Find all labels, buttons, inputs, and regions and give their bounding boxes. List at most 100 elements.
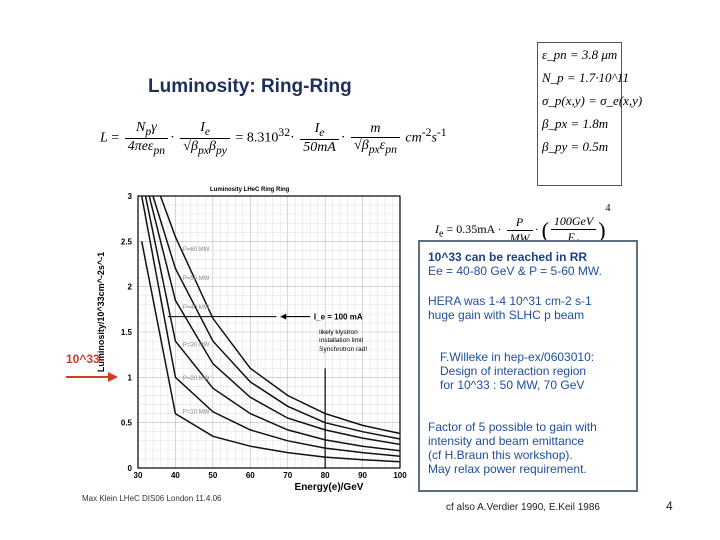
y-tick-label: 0.5 <box>121 419 133 428</box>
f3-num: I <box>314 120 320 136</box>
param-proton-number: N_p = 1.7·10^11 <box>542 70 629 85</box>
y-tick-label: 0 <box>128 464 133 473</box>
formula-units: cm <box>405 130 422 146</box>
formula-frac-1: Npγ 4πeεpn <box>124 120 169 157</box>
info-p2-line-1: HERA was 1-4 10^31 cm-2 s-1 <box>428 294 592 308</box>
f1-num-tail: γ <box>151 120 157 135</box>
luminosity-formula: L = Npγ 4πeεpn · Ie √βpxβpy = 8.31032· I… <box>100 120 447 157</box>
info-p4-line-3: (cf H.Braun this workshop). <box>428 448 573 462</box>
series-label: P=60 MW <box>183 247 210 253</box>
series-line <box>140 241 401 463</box>
series-line <box>148 195 401 446</box>
x-tick-label: 100 <box>393 471 407 480</box>
series-line <box>140 195 401 457</box>
page-number: 4 <box>666 499 673 513</box>
param-beta-px: β_px = 1.8m <box>542 116 609 131</box>
f2-den: √β <box>183 138 198 154</box>
y-tick-label: 1.5 <box>121 328 133 337</box>
reference-marker-arrow <box>66 372 118 382</box>
reference-marker-label: 10^33 <box>66 352 100 366</box>
info-p1-line-1: 10^33 can be reached in RR <box>428 250 588 264</box>
info-p3-line-2: Design of interaction region <box>440 364 587 378</box>
series-line <box>159 195 401 435</box>
x-tick-label: 70 <box>283 471 292 480</box>
synchrotron-label: Synchrotron rad! <box>319 346 367 353</box>
luminosity-chart: 30 40 50 60 70 80 90 100 0 0.5 1 1.5 2 2.5 3 Luminosity… <box>96 187 407 493</box>
param-beam-size-match: σ_p(x,y) = σ_e(x,y) <box>542 93 643 108</box>
info-p3-line-1: F.Willeke in hep-ex/0603010: <box>440 350 595 364</box>
x-tick-label: 80 <box>321 471 330 480</box>
x-axis-label: Energy(e)/GeV <box>295 482 364 493</box>
formula-units-s-exp: -1 <box>436 125 447 139</box>
formula-coef-exp: 32 <box>278 125 291 139</box>
formula-frac-4: m √βpxεpn <box>351 121 400 156</box>
current-formula: Ie = 0.35mA · P MW · ( 100GeV Ee )4 <box>435 203 611 247</box>
x-tick-label: 40 <box>171 471 180 480</box>
f3-num-sub: e <box>319 125 325 139</box>
klystron-label-1: likely klystron <box>319 329 358 336</box>
ie-lhs-sub: e <box>439 228 444 240</box>
f4-num: m <box>351 121 400 138</box>
formula-units-exp: -2 <box>421 125 432 139</box>
chart-title: Luminosity LHeC Ring Ring <box>210 187 290 193</box>
f2-den-tail: β <box>208 138 216 154</box>
series-label: P=50 MW <box>183 276 210 282</box>
f1-num: N <box>136 120 146 135</box>
parameter-box: ε_pn = 3.8 μm N_p = 1.7·10^11 σ_p(x,y) =… <box>537 42 643 186</box>
ie-lhs: I <box>435 222 439 236</box>
formula-frac-3: Ie 50mA <box>300 121 339 156</box>
current-arrow-head <box>280 313 287 320</box>
series-line <box>144 195 401 452</box>
reference-note: cf also A.Verdier 1990, E.Keil 1986 <box>446 502 600 513</box>
plot-frame <box>137 195 401 469</box>
series-label: P=30 MW <box>183 343 210 349</box>
current-100ma-label: I_e = 100 mA <box>314 313 363 322</box>
f1-den-sub: pn <box>153 143 166 157</box>
info-p4-line-2: intensity and beam emittance <box>428 434 585 448</box>
x-tick-label: 60 <box>246 471 255 480</box>
series-label: P=40 MW <box>183 305 210 311</box>
formula-coef: 8.310 <box>246 130 279 146</box>
ie-exp: 4 <box>605 203 611 214</box>
x-tick-label: 50 <box>208 471 217 480</box>
param-beta-py: β_py = 0.5m <box>542 139 609 154</box>
f4-den: √β <box>354 137 369 153</box>
f1-den: 4πeε <box>127 138 154 154</box>
ie-value: = 0.35mA · <box>446 222 502 236</box>
f1-num-sub: p <box>145 124 152 138</box>
x-tick-label: 30 <box>134 471 143 480</box>
formula-lhs: L <box>100 130 108 146</box>
info-p4-line-4: May relax power requirement. <box>428 462 587 476</box>
info-p3-line-3: for 10^33 : 50 MW, 70 GeV <box>440 378 585 392</box>
info-p4-line-1: Factor of 5 possible to gain with <box>428 420 597 434</box>
slide-title: Luminosity: Ring-Ring <box>148 76 352 97</box>
series-label: P=10 MW <box>183 409 210 415</box>
param-emittance: ε_pn = 3.8 μm <box>542 47 618 62</box>
ie-f2-num: 100GeV <box>550 214 597 230</box>
info-box: 10^33 can be reached in RR Ee = 40-80 Ge… <box>418 240 638 492</box>
klystron-label-2: installation limit <box>319 337 363 344</box>
series-line <box>152 195 401 440</box>
y-tick-label: 2.5 <box>121 237 133 246</box>
f4-den-tail: ε <box>379 137 386 153</box>
ie-f2-den: E <box>567 229 575 244</box>
info-p2-line-2: huge gain with SLHC p beam <box>428 308 585 322</box>
y-tick-label: 3 <box>128 192 133 201</box>
formula-frac-2: Ie √βpxβpy <box>180 120 230 157</box>
f3-den: 50mA <box>303 139 336 155</box>
x-tick-label: 90 <box>358 471 367 480</box>
y-tick-label: 1 <box>128 373 133 382</box>
ie-f1-num: P <box>506 215 533 231</box>
f2-den-sub2: py <box>215 143 227 157</box>
f2-num: I <box>200 120 205 135</box>
series-label: P=20 MW <box>183 376 210 382</box>
y-axis-label: Luminosity/10^33cm^-2s^-1 <box>96 252 106 372</box>
f2-den-sub: px <box>197 143 209 157</box>
footer-left: Max Klein LHeC DIS06 London 11.4.06 <box>82 494 222 503</box>
f2-num-sub: e <box>204 124 211 138</box>
info-p1-line-2: Ee = 40-80 GeV & P = 5-60 MW. <box>428 264 602 278</box>
f4-den-sub: px <box>368 142 380 156</box>
y-tick-label: 2 <box>128 283 133 292</box>
f4-den-sub2: pn <box>385 142 397 156</box>
formula-units-s: s <box>431 130 437 146</box>
